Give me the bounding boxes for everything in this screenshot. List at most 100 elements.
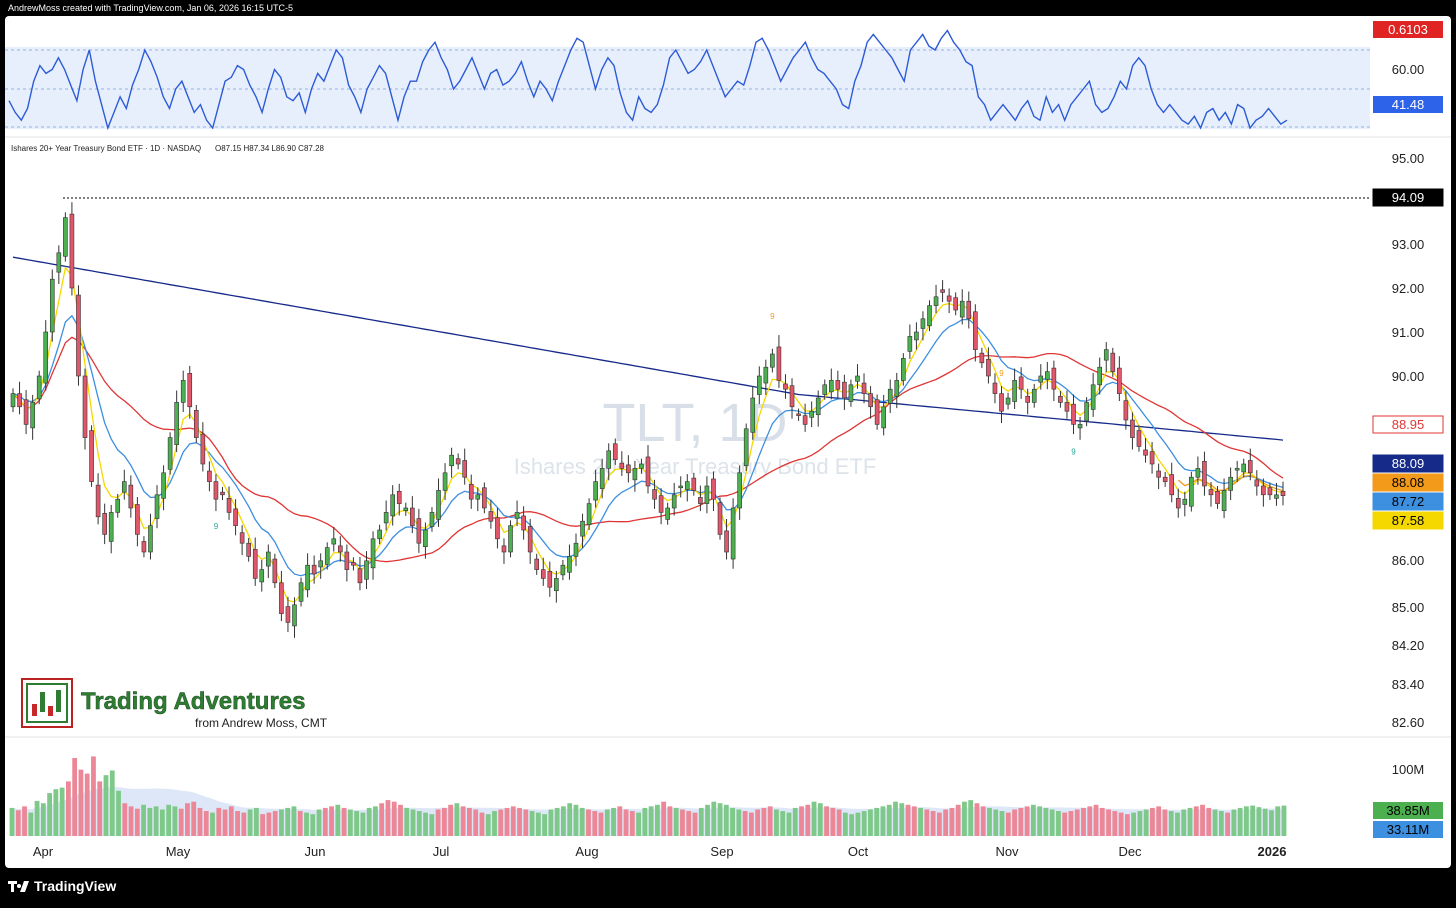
rsi-tick-60: 60.00 [1392,62,1425,77]
candle [730,498,736,569]
time-tick-label: May [166,844,191,859]
candle-up-body [763,366,769,384]
volume-bar [592,811,598,836]
price-badges: 94.09 88.95 88.09 88.08 87.72 87.58 [1372,188,1444,530]
candle-up-body [1031,388,1037,403]
candle-down-body [652,489,657,500]
candle [665,502,670,525]
volume-bar [435,809,441,836]
price-badge-label: 87.72 [1392,494,1425,509]
volume-bar [291,806,297,836]
volume-bar [1137,811,1143,836]
volume-bar [347,809,353,836]
td-count-label: 9 [770,312,775,321]
candle-down-body [1110,352,1116,372]
volume-bar [228,806,234,836]
volume-bar [1237,807,1243,836]
candle [547,561,553,597]
volume-bar [868,809,873,836]
candle-up-body [403,507,409,511]
volume-bar [416,811,422,836]
candle [1031,383,1037,408]
volume-bar [1218,811,1224,836]
candle [423,522,428,559]
volume-bar [993,809,999,836]
candle [311,555,317,584]
candle [678,476,684,498]
volume-bar [523,809,529,836]
candle [770,348,775,373]
chart-panel[interactable]: 60.00 0.6103 41.48 Ishares 20+ Year Trea… [5,16,1451,868]
tradingview-logo[interactable]: TradingView [8,878,116,894]
volume-badge-avg-bg [1373,821,1443,838]
candle-down-body [455,458,461,465]
candle-up-body [750,397,756,433]
volume-badge-current-label: 38.85M [1386,803,1429,818]
candle-down-body [102,512,107,535]
volume-bar [905,804,911,836]
candle [482,482,487,514]
volume-bar [874,807,880,836]
candle-down-body [410,507,415,526]
candle [848,379,854,407]
volume-bar [410,809,416,836]
candle [1136,425,1142,452]
candle-up-body [167,437,173,470]
candle [573,533,579,567]
volume-bar [53,789,59,836]
candle-down-body [1058,395,1063,403]
candle-up-body [180,380,186,403]
candle-up-body [606,450,612,469]
candle-up-body [933,296,939,306]
tradingview-brand: TradingView [34,878,117,894]
volume-bar [542,814,548,836]
volume-bar [1206,807,1212,836]
candle [1045,361,1050,390]
candle [855,364,860,389]
candle [338,536,343,562]
volume-bar [116,790,121,836]
candle-down-body [82,375,88,438]
candle [626,455,631,483]
chart-svg[interactable]: 60.00 0.6103 41.48 Ishares 20+ Year Trea… [5,16,1451,868]
candle-up-body [678,485,684,489]
candle [370,531,376,580]
volume-bar [987,807,992,836]
volume-bar [1250,805,1256,836]
candle [527,519,533,564]
candle [357,556,363,591]
volume-bar [648,806,654,836]
volume-bar [1200,804,1205,836]
candle [318,553,323,579]
candle [743,423,749,472]
candle [63,212,68,262]
candle [56,245,62,285]
volume-bar [730,807,735,836]
candle-up-body [43,331,49,384]
candle-up-body [259,569,265,583]
candles [10,202,1286,638]
volume-bar [579,807,585,836]
candle-up-body [1012,380,1017,402]
time-tick-label: Nov [995,844,1019,859]
candle [717,497,723,540]
volume-bar [1012,809,1017,836]
candle [868,386,873,419]
rsi-badge-top: 0.6103 [1373,21,1443,38]
volume-bar [15,810,21,836]
candle [36,370,42,405]
volume-bar [1112,811,1118,836]
candle-up-body [49,278,55,333]
candle [429,507,435,532]
candle-up-body [423,529,428,548]
price-badge: 87.58 [1372,511,1444,530]
candle-up-body [390,494,395,517]
candle [383,500,389,531]
volume-bar [586,809,591,836]
volume-bar [153,806,159,836]
candle [495,508,500,549]
candle-down-body [789,385,795,408]
candle [1012,368,1017,409]
volume-bar [1168,811,1174,836]
